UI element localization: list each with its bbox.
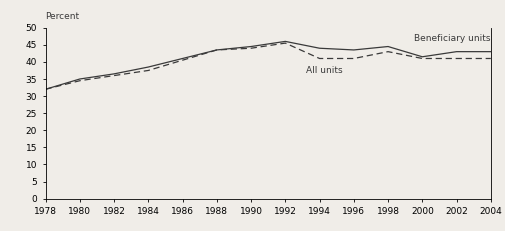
Text: All units: All units bbox=[305, 66, 342, 75]
Text: Beneficiary units: Beneficiary units bbox=[413, 34, 489, 43]
Text: Percent: Percent bbox=[45, 12, 79, 21]
